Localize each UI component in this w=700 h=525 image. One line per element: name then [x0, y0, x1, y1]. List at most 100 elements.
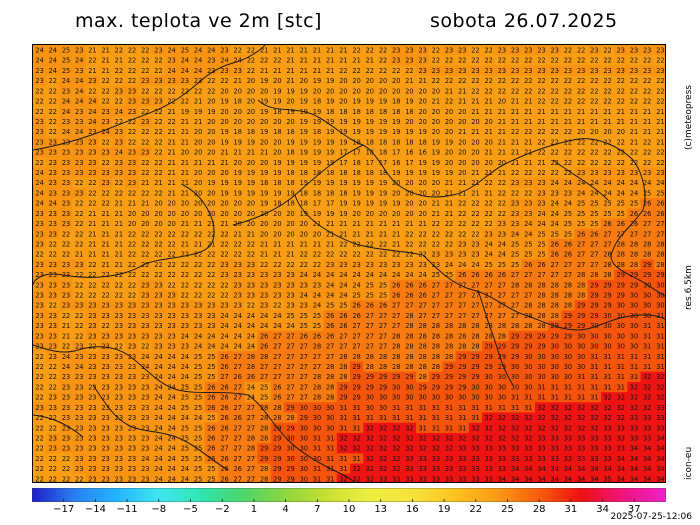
map-cell: [468, 75, 483, 87]
map-cell: [204, 75, 219, 87]
temperature-value: 20: [418, 200, 426, 208]
temperature-value: 21: [498, 118, 506, 126]
map-cell: [270, 300, 285, 312]
map-cell: [561, 198, 576, 209]
temperature-value: 31: [656, 312, 664, 320]
temperature-value: 23: [458, 240, 466, 248]
temperature-value: 26: [551, 240, 559, 248]
map-cell: [429, 300, 444, 312]
map-cell: [455, 126, 470, 138]
map-cell: [336, 55, 351, 67]
temperature-value: 22: [141, 261, 149, 269]
temperature-value: 30: [590, 332, 598, 340]
temperature-value: 21: [498, 128, 506, 136]
temperature-value: 27: [471, 281, 479, 289]
temperature-value: 21: [167, 108, 175, 116]
map-cell: [257, 279, 272, 291]
map-cell: [561, 228, 576, 240]
temperature-value: 23: [234, 271, 242, 279]
map-cell: [283, 85, 298, 97]
map-cell: [151, 259, 166, 271]
temperature-value: 30: [537, 353, 545, 361]
temperature-value: 22: [75, 230, 83, 238]
temperature-value: 22: [273, 302, 281, 310]
map-cell: [112, 238, 127, 250]
temperature-value: 22: [577, 159, 585, 167]
temperature-value: 23: [181, 322, 189, 330]
map-cell: [59, 116, 74, 128]
map-cell: [495, 259, 510, 271]
temperature-value: 30: [511, 363, 519, 371]
map-cell: [416, 330, 430, 342]
map-cell: [482, 330, 496, 342]
temperature-value: 20: [247, 98, 255, 106]
temperature-value: 22: [458, 220, 466, 228]
temperature-value: 29: [273, 475, 281, 483]
temperature-value: 19: [326, 118, 334, 126]
map-cell: [442, 290, 457, 301]
map-cell: [495, 249, 510, 260]
map-cell: [627, 136, 642, 148]
temperature-value: 23: [128, 465, 136, 473]
map-cell: [587, 238, 602, 250]
temperature-value: 21: [234, 149, 242, 157]
temperature-value: 33: [537, 445, 545, 453]
temperature-value: 22: [35, 414, 43, 422]
temperature-value: 20: [247, 87, 255, 95]
temperature-value: 22: [564, 128, 572, 136]
map-cell: [231, 167, 245, 179]
temperature-value: 31: [352, 404, 360, 412]
map-cell: [376, 218, 391, 230]
map-cell: [257, 136, 272, 148]
temperature-value: 21: [115, 210, 123, 218]
temperature-value: 30: [564, 373, 572, 381]
temperature-value: 18: [405, 108, 413, 116]
map-cell: [72, 126, 87, 138]
map-cell: [297, 45, 311, 56]
map-cell: [534, 187, 549, 199]
map-cell: [548, 351, 562, 363]
temperature-value: 30: [405, 383, 413, 391]
map-cell: [270, 75, 285, 87]
temperature-value: 22: [656, 149, 664, 157]
temperature-value: 23: [101, 404, 109, 412]
map-cell: [534, 198, 549, 209]
map-cell: [495, 126, 510, 138]
map-cell: [442, 187, 457, 199]
temperature-value: 22: [630, 87, 638, 95]
map-cell: [112, 300, 127, 312]
temperature-value: 21: [101, 67, 109, 75]
map-cell: [495, 136, 510, 148]
map-cell: [455, 55, 470, 67]
map-cell: [429, 198, 444, 209]
map-cell: [257, 45, 272, 56]
temperature-value: 28: [471, 332, 479, 340]
temperature-value: 20: [484, 159, 492, 167]
temperature-value: 29: [511, 343, 519, 351]
map-cell: [178, 259, 193, 271]
temperature-value: 23: [62, 210, 70, 218]
map-cell: [350, 157, 364, 169]
map-cell: [455, 249, 470, 260]
temperature-value: 22: [49, 455, 57, 463]
temperature-value: 20: [458, 108, 466, 116]
map-cell: [112, 106, 127, 118]
temperature-value: 27: [300, 394, 308, 402]
temperature-value: 30: [326, 424, 334, 432]
temperature-value: 21: [101, 47, 109, 55]
map-cell: [72, 167, 87, 179]
temperature-value: 25: [379, 292, 387, 300]
map-cell: [614, 228, 628, 240]
map-cell: [455, 290, 470, 301]
temperature-value: 22: [154, 230, 162, 238]
temperature-value: 23: [524, 67, 532, 75]
temperature-value: 34: [630, 475, 638, 483]
temperature-value: 22: [643, 98, 651, 106]
temperature-value: 23: [101, 108, 109, 116]
temperature-value: 28: [537, 281, 545, 289]
map-cell: [297, 249, 311, 260]
map-cell: [231, 45, 245, 56]
temperature-value: 20: [154, 220, 162, 228]
temperature-value: 22: [300, 251, 308, 259]
temperature-value: 23: [128, 383, 136, 391]
